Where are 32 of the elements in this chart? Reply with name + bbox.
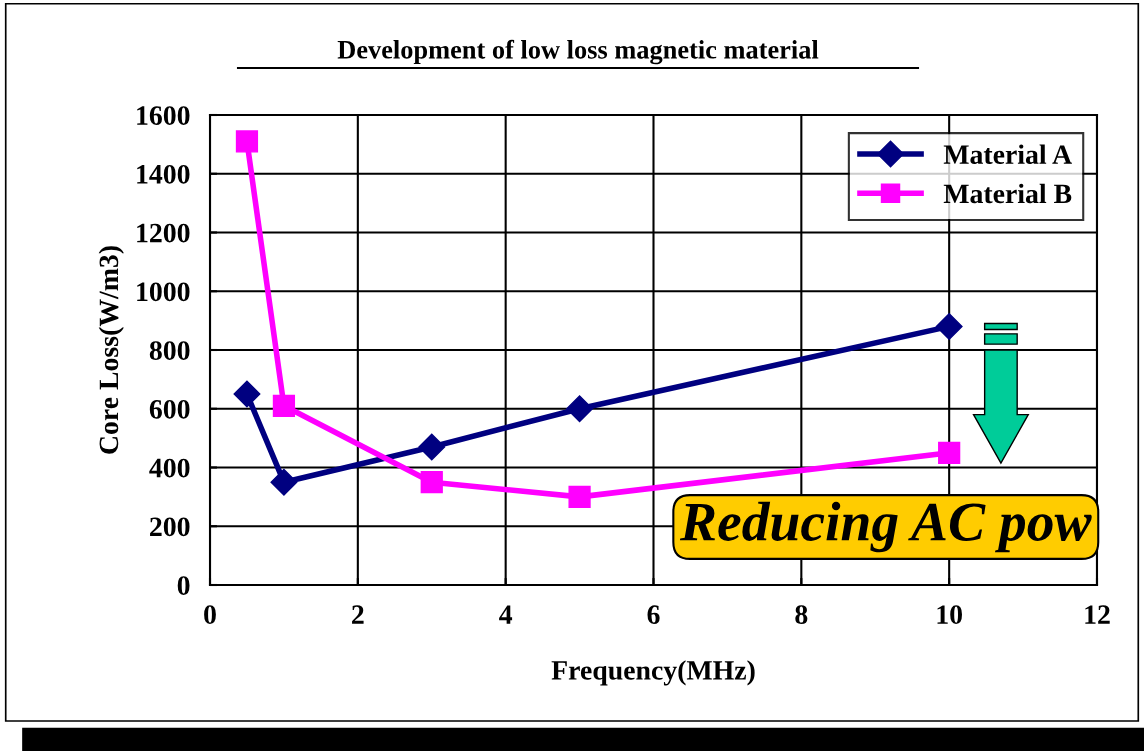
point xyxy=(270,468,298,496)
legend-label: Material B xyxy=(943,183,1072,204)
y-tick-label: 400 xyxy=(149,458,190,478)
y-tick-label: 1400 xyxy=(137,164,190,184)
point xyxy=(418,433,446,461)
point xyxy=(566,395,594,423)
y-tick-label: 800 xyxy=(149,341,190,360)
y-tick-label: 1000 xyxy=(137,282,190,302)
chart-title: Development of low loss magnetic material xyxy=(337,39,819,65)
y-tick-label: 0 xyxy=(177,576,190,595)
point xyxy=(938,441,961,464)
y-tick-label: 200 xyxy=(150,517,190,537)
point xyxy=(935,313,963,340)
legend-label: Material A xyxy=(943,144,1072,164)
x-tick-label: 0 xyxy=(204,605,216,624)
y-tick-label: 600 xyxy=(149,399,190,419)
y-tick-label: 1200 xyxy=(137,223,190,243)
x-axis-title: Frequency(MHz) xyxy=(551,660,755,686)
point xyxy=(233,380,261,408)
annotation: Reducing AC pow xyxy=(679,501,1092,553)
point xyxy=(235,130,259,153)
point xyxy=(420,471,443,494)
x-tick-label: 6 xyxy=(647,605,660,624)
x-tick-label: 2 xyxy=(352,605,364,624)
x-tick-label: 4 xyxy=(499,605,513,624)
y-axis-title: Core Loss(W/m3) xyxy=(98,246,124,454)
x-tick-label: 10 xyxy=(937,605,962,624)
point xyxy=(568,485,591,508)
y-tick-label: 1600 xyxy=(137,106,190,125)
point xyxy=(272,394,296,417)
x-tick-label: 8 xyxy=(795,605,808,624)
x-tick-label: 12 xyxy=(1085,605,1110,624)
